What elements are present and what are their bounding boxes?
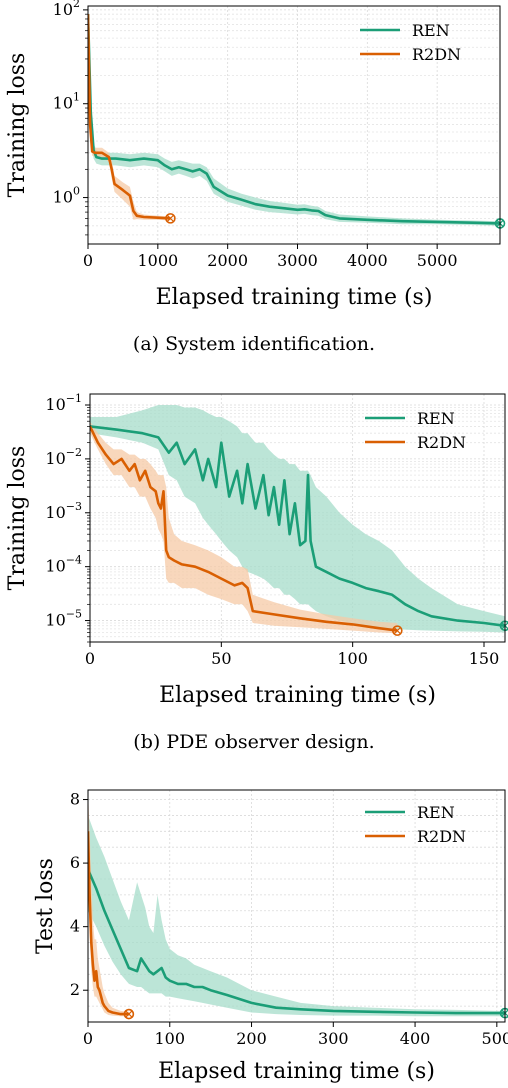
figure-caption: (b) PDE observer design. — [133, 731, 374, 753]
y-tick-label: 10−5 — [45, 608, 82, 630]
x-axis-label: Elapsed training time (s) — [159, 683, 436, 708]
legend: REN R2DN — [360, 21, 461, 64]
series-line-ren — [88, 14, 500, 225]
y-tick-label: 100 — [53, 185, 80, 207]
legend-label: REN — [412, 21, 450, 40]
series-end-marker-r2dn — [123, 1008, 135, 1020]
x-tick-label: 500 — [482, 1029, 508, 1048]
y-axis-label: Test loss — [33, 858, 58, 954]
series-end-marker-r2dn — [392, 625, 403, 636]
chart-2: 0 50 100 150 10−5 10−4 10−3 10−2 10−1 Elapsed tra… — [5, 392, 508, 753]
series-line-r2dn — [90, 425, 398, 632]
plot-frame — [87, 789, 506, 1023]
grid — [87, 6, 500, 244]
x-tick-label: 1000 — [137, 251, 178, 270]
series-band-ren — [88, 9, 500, 226]
y-tick-label: 8 — [70, 790, 80, 809]
series-line-r2dn — [88, 831, 129, 1016]
y-tick-label: 10−1 — [45, 392, 82, 414]
plot-area — [90, 405, 505, 634]
x-tick-label: 300 — [318, 1029, 349, 1048]
y-tick-label: 10−3 — [45, 500, 82, 522]
x-tick-label: 150 — [469, 649, 500, 668]
legend: REN R2DN — [365, 803, 466, 846]
x-tick-label: 50 — [211, 649, 231, 668]
series-line-ren — [88, 868, 505, 1015]
y-axis-label: Training loss — [5, 53, 30, 198]
y-axis-label: Training loss — [5, 446, 30, 591]
series-band-r2dn — [90, 421, 398, 634]
y-tick-label: 101 — [53, 91, 80, 113]
x-tick-label: 400 — [400, 1029, 431, 1048]
x-axis-label: Elapsed training time (s) — [156, 285, 433, 310]
figure-caption: (a) System identification. — [133, 333, 375, 355]
series-line-r2dn — [88, 14, 171, 220]
y-tick-label: 10−4 — [45, 554, 82, 576]
x-axis-label: Elapsed training time (s) — [158, 1059, 435, 1084]
series-end-marker-r2dn — [165, 213, 176, 224]
plot-area — [88, 790, 505, 1017]
legend: REN R2DN — [365, 409, 466, 452]
legend-label: R2DN — [417, 827, 466, 846]
series-band-ren — [88, 815, 505, 1017]
chart-3: 0 100 200 300 400 500 2 4 6 8 Elapsed training tim… — [33, 789, 508, 1084]
y-tick-label: 102 — [53, 0, 80, 19]
y-tick-label: 10−2 — [45, 446, 82, 468]
x-tick-label: 100 — [337, 649, 368, 668]
x-tick-label: 2000 — [207, 251, 248, 270]
legend-label: REN — [417, 409, 455, 428]
plot-frame — [87, 5, 501, 245]
x-tick-label: 5000 — [417, 251, 458, 270]
legend-label: R2DN — [417, 433, 466, 452]
plot-area — [88, 9, 500, 226]
x-tick-label: 0 — [85, 649, 95, 668]
x-tick-label: 200 — [236, 1029, 267, 1048]
x-tick-label: 3000 — [277, 251, 318, 270]
y-tick-label: 6 — [70, 853, 80, 872]
series-line-ren — [90, 425, 505, 628]
y-tick-label: 2 — [70, 980, 80, 999]
x-tick-label: 100 — [154, 1029, 185, 1048]
legend-label: REN — [417, 803, 455, 822]
x-tick-label: 4000 — [347, 251, 388, 270]
x-tick-label: 0 — [83, 1029, 93, 1048]
chart-1: 0 1000 2000 3000 4000 5000 100 101 102 Elapsed tr… — [5, 0, 506, 355]
y-tick-label: 4 — [70, 917, 80, 936]
legend-label: R2DN — [412, 45, 461, 64]
x-tick-label: 0 — [83, 251, 93, 270]
